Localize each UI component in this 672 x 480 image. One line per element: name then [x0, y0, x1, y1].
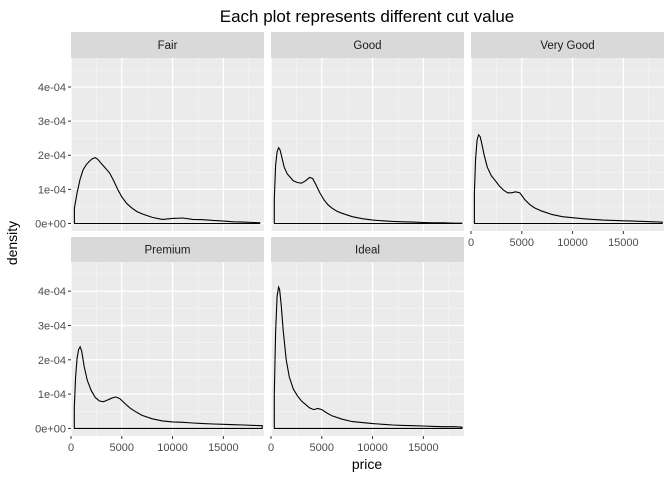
- panel-background: [271, 262, 464, 436]
- x-tick-label: 5000: [510, 237, 534, 249]
- density-curve-good: [273, 146, 463, 225]
- facet-strip-label: Good: [353, 40, 381, 52]
- y-tick-label: 2e-04: [38, 150, 66, 162]
- y-tick-label: 1e-04: [38, 184, 66, 196]
- x-tick-label: 5000: [310, 442, 334, 454]
- facet-strip: [271, 32, 464, 58]
- facet-strip-label: Fair: [158, 40, 178, 52]
- x-tick-label: 0: [68, 442, 74, 454]
- facet-strip: [271, 237, 464, 262]
- density-curve-premium: [73, 345, 263, 429]
- facet-premium: Premium 0e+00 1e-04 2e-04 3e-04 4e-04 0 5000 100…: [35, 237, 264, 454]
- panel-background: [71, 262, 264, 436]
- x-tick-label: 15000: [408, 442, 439, 454]
- chart-title: Each plot represents different cut value: [220, 7, 515, 26]
- x-tick-label: 5000: [110, 442, 134, 454]
- x-tick-label: 10000: [157, 442, 188, 454]
- panel-background: [71, 58, 264, 231]
- facet-strip: [71, 237, 264, 262]
- y-tick-label: 4e-04: [38, 82, 66, 94]
- x-tick-label: 10000: [357, 442, 388, 454]
- panel-background: [471, 58, 664, 231]
- x-tick-label: 0: [268, 442, 274, 454]
- y-tick-label: 1e-04: [38, 389, 66, 401]
- panel-background: [271, 58, 464, 231]
- facet-panels: Fair 0e+00 1e-04 2e-04 3e-04 4e-04 Good Very Go…: [35, 32, 664, 454]
- density-curve-fair: [73, 156, 261, 225]
- facet-very-good: Very Good 0 5000 10000 15000: [468, 32, 664, 249]
- x-axis-title: price: [352, 456, 383, 472]
- y-tick-label: 0e+00: [35, 218, 66, 230]
- y-tick-label: 3e-04: [38, 320, 66, 332]
- facet-strip-label: Premium: [144, 245, 190, 257]
- facet-fair: Fair 0e+00 1e-04 2e-04 3e-04 4e-04: [35, 32, 264, 231]
- x-tick-label: 0: [468, 237, 474, 249]
- facet-strip-label: Ideal: [355, 245, 380, 257]
- facet-ideal: Ideal 0 5000 10000 15000: [268, 237, 464, 454]
- y-axis-title: density: [4, 221, 20, 265]
- facet-strip: [71, 32, 264, 58]
- x-tick-label: 10000: [557, 237, 588, 249]
- facet-good: Good: [270, 32, 464, 231]
- density-curve-ideal: [273, 285, 463, 429]
- facet-strip-label: Very Good: [540, 40, 594, 52]
- x-tick-label: 15000: [608, 237, 639, 249]
- y-tick-label: 4e-04: [38, 286, 66, 298]
- facet-strip: [471, 32, 664, 58]
- y-tick-label: 3e-04: [38, 116, 66, 128]
- y-tick-label: 2e-04: [38, 355, 66, 367]
- x-tick-label: 15000: [208, 442, 239, 454]
- density-curve-very-good: [473, 133, 663, 225]
- y-tick-label: 0e+00: [35, 423, 66, 435]
